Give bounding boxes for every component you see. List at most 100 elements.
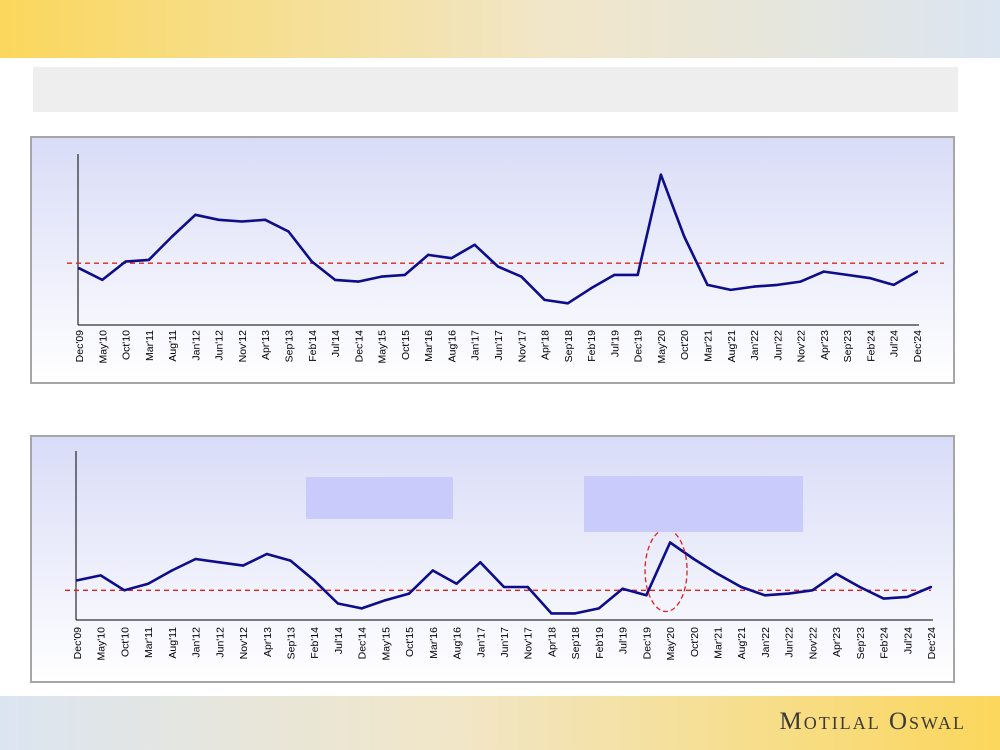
x-tick-label: Dec'24 (912, 330, 924, 363)
x-tick-label: May'15 (377, 330, 389, 364)
data-point (573, 612, 577, 615)
brand-logo: Motilal Oswal (779, 708, 966, 735)
data-point (194, 213, 197, 216)
x-tick-label: Jul'24 (902, 627, 914, 654)
data-point (240, 220, 244, 223)
data-point (218, 561, 221, 564)
x-tick-label: Feb'14 (307, 330, 319, 362)
data-point (929, 585, 933, 589)
data-point (550, 612, 553, 615)
x-tick-label: Jan'17 (470, 330, 482, 361)
data-point (613, 273, 616, 277)
data-point (450, 257, 453, 260)
x-tick-label: Jun'12 (214, 330, 226, 361)
x-tick-label: May'10 (96, 627, 108, 661)
data-point (455, 582, 458, 585)
data-point (692, 557, 695, 561)
x-tick-label: Jan'12 (191, 627, 203, 658)
x-tick-label: Dec'09 (74, 330, 86, 363)
line-chart-1: Dec'09 May'10 Oct'10 Mar'11 Aug'11 Jan'12 Jun'… (67, 154, 944, 364)
x-tick-label: Jan'12 (190, 330, 202, 361)
data-point (426, 253, 430, 257)
x-tick-label: Apr'23 (819, 330, 831, 360)
header-band (0, 0, 1000, 58)
data-point (892, 283, 895, 287)
data-point (496, 265, 500, 268)
data-point (763, 594, 767, 597)
data-point (729, 288, 732, 292)
x-tick-label: Sep'23 (842, 330, 854, 363)
x-tick-label: Oct'10 (121, 330, 133, 360)
data-point (520, 275, 523, 278)
data-point (217, 218, 220, 221)
x-tick-label: Feb'24 (879, 627, 891, 659)
line-chart-2: Dec'09 May'10 Oct'10 Mar'11 Aug'11 Jan'12 Jun'… (65, 451, 938, 661)
x-tick-label: Sep'23 (855, 627, 867, 660)
data-point (170, 235, 174, 238)
data-point (431, 569, 435, 572)
data-point (123, 589, 126, 592)
data-point (403, 273, 407, 277)
x-tick-label: Nov'17 (523, 627, 535, 660)
data-point (882, 597, 885, 600)
x-tick-label: Jul'19 (609, 330, 621, 357)
x-tick-label: Oct'20 (679, 330, 691, 360)
x-tick-label: Aug'11 (167, 330, 179, 362)
data-point (845, 273, 849, 277)
data-point (869, 277, 872, 280)
x-tick-label: Oct'10 (119, 627, 131, 657)
data-point (380, 275, 383, 278)
x-tick-label: Nov'17 (516, 330, 528, 363)
data-point (384, 599, 387, 602)
data-point (811, 589, 814, 592)
x-tick-label: Jul'19 (618, 627, 630, 654)
x-tick-label: Nov'12 (238, 627, 250, 660)
x-tick-label: Jun'17 (493, 330, 505, 361)
data-point (124, 260, 127, 263)
data-point (776, 283, 779, 287)
x-tick-label: Feb'24 (865, 330, 877, 362)
x-tick-label: Oct'15 (400, 330, 412, 360)
data-point (543, 298, 546, 302)
data-point (357, 280, 360, 283)
data-point (706, 283, 709, 287)
x-tick-label: May'20 (656, 330, 668, 364)
x-tick-label: Dec'19 (641, 627, 653, 660)
x-tick-label: Jun'22 (772, 330, 784, 361)
x-tick-label: Mar'21 (703, 330, 715, 362)
x-tick-label: Jun'12 (214, 627, 226, 658)
data-point (473, 243, 476, 247)
data-point (479, 561, 482, 564)
x-tick-label: Aug'11 (167, 627, 179, 659)
x-tick-label: Aug'21 (736, 627, 748, 660)
data-point (858, 585, 862, 589)
data-point (194, 557, 197, 561)
highlight-ellipse (644, 528, 688, 613)
chart-panel-2: Dec'09 May'10 Oct'10 Mar'11 Aug'11 Jan'12 Jun'… (30, 435, 955, 683)
series-line (76, 541, 932, 615)
data-point (287, 230, 290, 233)
x-tick-label: Aug'16 (452, 627, 464, 660)
x-tick-label: Jun'17 (499, 627, 511, 658)
x-tick-label: Nov'22 (807, 627, 819, 660)
x-tick-label: Sep'13 (286, 627, 298, 660)
x-tick-label: Oct'20 (689, 627, 701, 657)
x-tick-label: Jan'22 (760, 627, 772, 658)
slide-title-bar (33, 67, 958, 112)
data-point (915, 270, 919, 273)
data-point (645, 594, 648, 597)
x-tick-label: Dec'19 (633, 330, 645, 363)
x-tick-label: Mar'11 (144, 330, 156, 361)
x-tick-label: May'15 (380, 627, 392, 661)
x-tick-label: Jun'22 (784, 627, 796, 658)
data-point (360, 607, 363, 610)
x-tick-label: Sep'13 (284, 330, 296, 363)
x-tick-label: Nov'22 (796, 330, 808, 363)
x-tick-label: Mar'16 (428, 627, 440, 659)
x-tick-label: Mar'11 (143, 627, 155, 658)
data-point (407, 592, 411, 595)
data-point (683, 235, 686, 238)
x-tick-label: Jan'17 (475, 627, 487, 658)
x-tick-label: Dec'14 (353, 330, 365, 363)
data-point (99, 574, 102, 577)
